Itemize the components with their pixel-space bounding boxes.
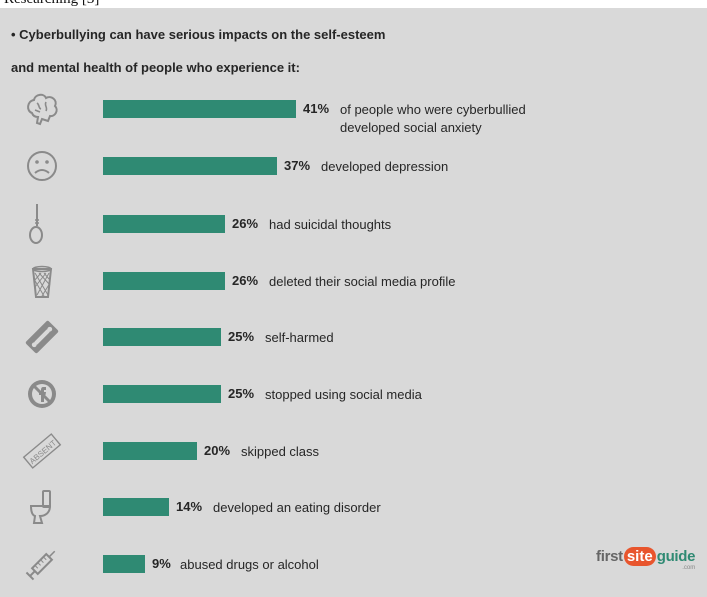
value-label: 37% <box>284 158 311 173</box>
bar <box>103 442 197 460</box>
chart-row: 14% developed an eating disorder <box>0 487 707 527</box>
trash-bin-icon <box>22 261 62 301</box>
bar <box>103 498 169 516</box>
category-label: developed an eating disorder <box>213 500 381 515</box>
no-social-media-icon <box>22 374 62 414</box>
sad-face-icon <box>22 146 62 186</box>
absent-stamp-text: ABSENT <box>28 438 58 466</box>
value-label: 9% <box>152 556 171 571</box>
category-label: stopped using social media <box>265 387 422 402</box>
toilet-icon <box>22 487 62 527</box>
bar <box>103 555 145 573</box>
chart-row: 9% abused drugs or alcohol <box>0 544 707 584</box>
chart-row: 26% had suicidal thoughts <box>0 204 707 244</box>
value-label: 26% <box>232 273 259 288</box>
logo-part-first: first <box>596 548 623 565</box>
chart-row: 41% of people who were cyberbullied develo… <box>0 89 707 135</box>
category-label: of people who were cyberbullied <box>340 102 526 117</box>
chart-row: ABSENT 20% skipped class <box>0 431 707 471</box>
bar <box>103 272 225 290</box>
value-label: 25% <box>228 386 255 401</box>
bar <box>103 215 225 233</box>
razor-blade-icon <box>22 317 62 357</box>
top-caption-text: Researching [3] <box>4 0 99 8</box>
category-label: developed social anxiety <box>340 120 482 135</box>
bar <box>103 157 277 175</box>
value-label: 41% <box>303 101 330 116</box>
bar <box>103 100 296 118</box>
category-label: developed depression <box>321 159 449 174</box>
bar <box>103 385 221 403</box>
chart-row: 37% developed depression <box>0 146 707 186</box>
firstsiteguide-logo: first site guide .com <box>596 547 695 573</box>
intro-line-2: and mental health of people who experien… <box>11 60 300 75</box>
logo-part-site: site <box>623 547 656 566</box>
category-label: deleted their social media profile <box>269 274 456 289</box>
syringe-icon <box>22 544 62 584</box>
value-label: 25% <box>228 329 255 344</box>
category-label: skipped class <box>241 444 320 459</box>
infographic-panel: • Cyberbullying can have serious impacts… <box>0 8 707 597</box>
top-caption-fragment: Researching [3] <box>0 0 707 8</box>
value-label: 26% <box>232 216 259 231</box>
category-label: had suicidal thoughts <box>269 217 392 232</box>
value-label: 20% <box>204 443 231 458</box>
bar <box>103 328 221 346</box>
chart-row: 25% stopped using social media <box>0 374 707 414</box>
chart-row: 25% self-harmed <box>0 317 707 357</box>
absent-stamp-icon: ABSENT <box>22 431 62 471</box>
category-label: self-harmed <box>265 330 334 345</box>
chart-row: 26% deleted their social media profile <box>0 261 707 301</box>
intro-line-1: • Cyberbullying can have serious impacts… <box>11 27 386 42</box>
value-label: 14% <box>176 499 203 514</box>
brain-icon <box>22 89 62 129</box>
logo-suffix: .com <box>682 565 696 571</box>
category-label: abused drugs or alcohol <box>180 557 319 572</box>
logo-part-guide: guide <box>656 548 696 565</box>
noose-icon <box>22 204 62 244</box>
